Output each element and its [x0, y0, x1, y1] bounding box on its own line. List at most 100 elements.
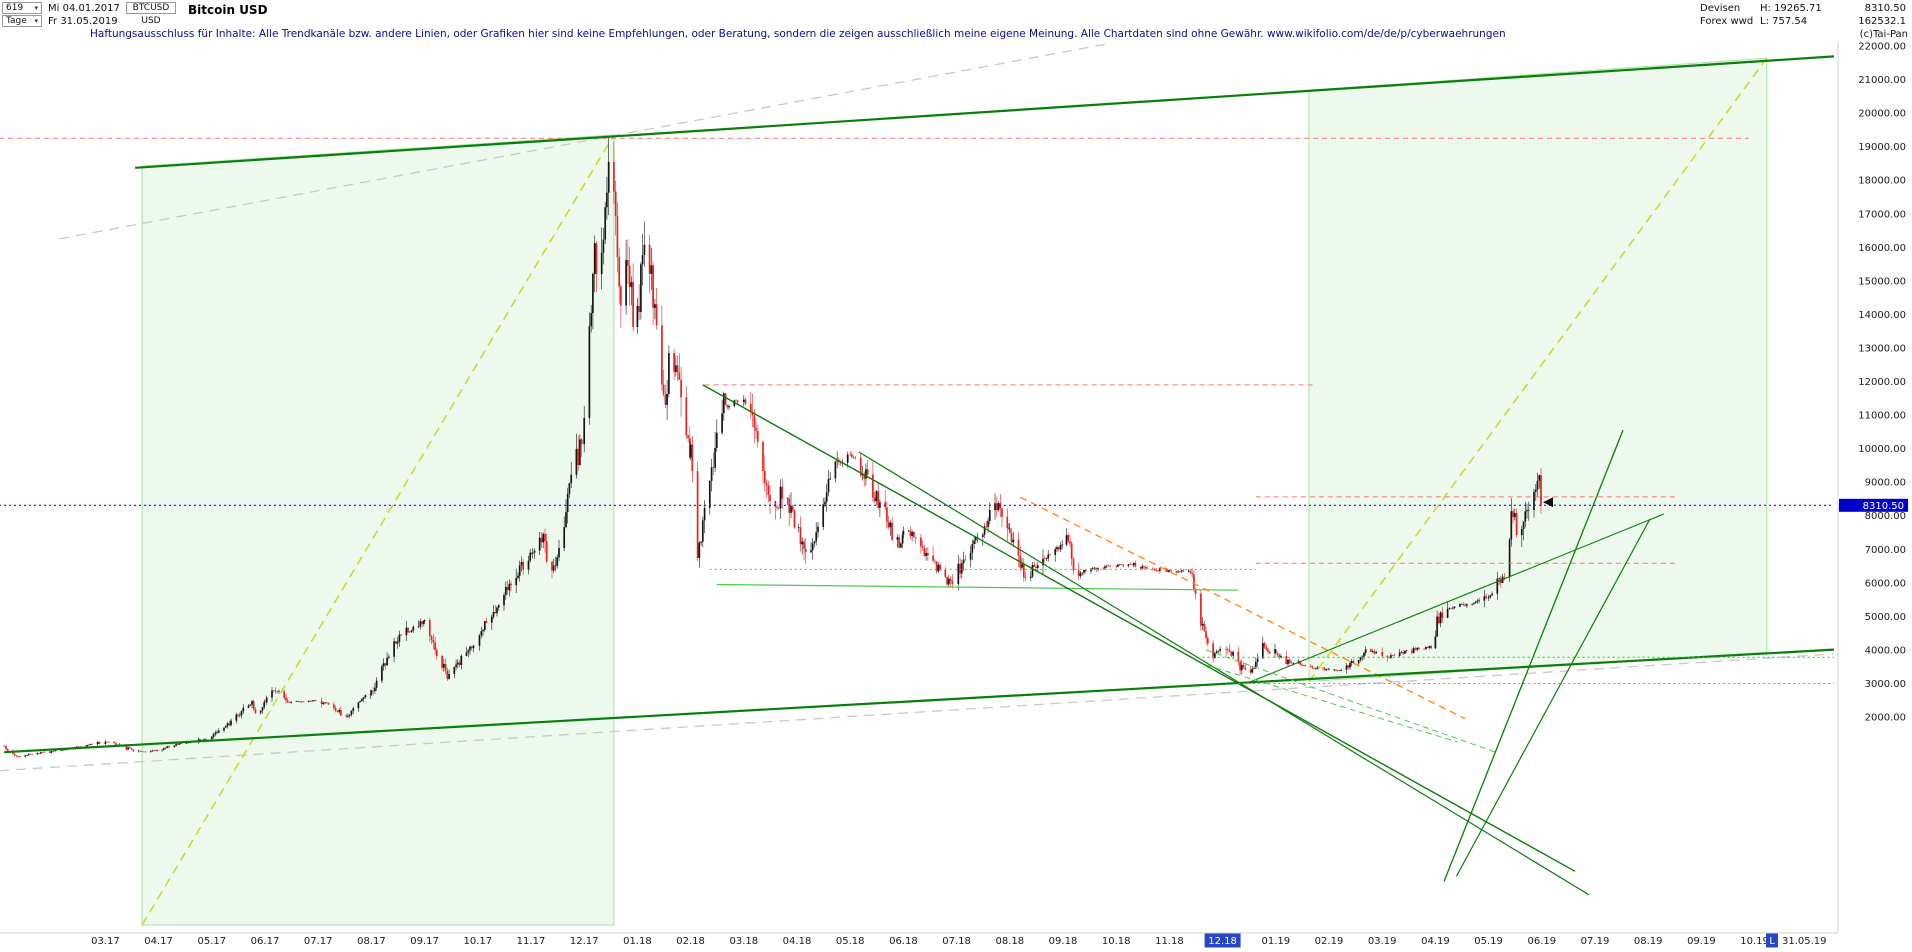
volume-value: 162532.1 [1858, 16, 1906, 27]
svg-text:06.18: 06.18 [889, 936, 918, 947]
svg-text:10.19: 10.19 [1740, 936, 1769, 947]
overlay-rally-diagonal-2019 [1308, 57, 1768, 682]
svg-text:04.18: 04.18 [783, 936, 812, 947]
session-high: H: 19265.71 [1760, 3, 1822, 14]
overlay-uptrend-2019-steep-b [1455, 518, 1651, 877]
price-axis-labels: 22000.00 21000.00 20000.00 19000.00 18000.00… [1839, 42, 1908, 724]
svg-text:22000.00: 22000.00 [1858, 42, 1906, 53]
overlay-gray-trend-upper [59, 43, 1106, 240]
svg-text:17000.00: 17000.00 [1858, 209, 1906, 220]
overlay-downtrend-2018-a [702, 384, 1576, 872]
svg-text:08.19: 08.19 [1634, 936, 1663, 947]
svg-text:10.17: 10.17 [463, 936, 492, 947]
date-from: Mi 04.01.2017 [48, 3, 120, 14]
svg-text:21000.00: 21000.00 [1858, 75, 1906, 86]
highlighted-month-label: 12.18 [1204, 933, 1241, 948]
symbol-box[interactable]: BTCUSD [126, 2, 176, 14]
overlay-falling-wedge-upper [1205, 649, 1496, 753]
overlay-major-channel-top [135, 55, 1835, 169]
svg-text:4000.00: 4000.00 [1865, 645, 1906, 656]
svg-text:12.18: 12.18 [1208, 936, 1237, 947]
dropdown-arrow-icon: ▾ [34, 4, 38, 12]
symbol: BTCUSD [132, 3, 170, 13]
last-date-marker: L 31.05.19 [1766, 933, 1827, 948]
svg-text:03.19: 03.19 [1368, 936, 1397, 947]
overlay-uptrend-2019-steep-a [1443, 429, 1624, 882]
svg-text:3000.00: 3000.00 [1865, 679, 1906, 690]
svg-text:19000.00: 19000.00 [1858, 142, 1906, 153]
svg-text:06.17: 06.17 [251, 936, 280, 947]
svg-text:12.17: 12.17 [570, 936, 599, 947]
overlay-uptrend-2019-from-low [1250, 513, 1665, 683]
svg-text:09.18: 09.18 [1049, 936, 1078, 947]
svg-text:01.18: 01.18 [623, 936, 652, 947]
date-to: Fr 31.05.2019 [48, 16, 118, 27]
period-dropdown[interactable]: Tage ▾ [2, 15, 42, 27]
svg-text:03.17: 03.17 [91, 936, 120, 947]
disclaimer-text: Haftungsausschluss für Inhalte: Alle Tre… [90, 28, 1506, 40]
svg-text:02.19: 02.19 [1315, 936, 1344, 947]
candles [3, 137, 1542, 758]
svg-text:13000.00: 13000.00 [1858, 344, 1906, 355]
svg-text:01.19: 01.19 [1261, 936, 1290, 947]
svg-text:31.05.19: 31.05.19 [1782, 936, 1827, 947]
period-label: Tage [6, 16, 27, 26]
last-price-axis-label: 8310.50 [1839, 498, 1908, 512]
svg-text:11000.00: 11000.00 [1858, 411, 1906, 422]
svg-text:2000.00: 2000.00 [1865, 713, 1906, 724]
svg-text:9000.00: 9000.00 [1865, 478, 1906, 489]
svg-text:8310.50: 8310.50 [1863, 501, 1904, 512]
symbol-currency: USD [141, 16, 161, 26]
overlay-gray-trend-lower [0, 653, 1835, 772]
session-low: L: 757.54 [1760, 16, 1808, 27]
time-axis-labels: 03.17 04.17 05.17 06.17 07.17 08.17 09.17 10.17… [91, 933, 1827, 948]
overlay-bull-zone-2019 [1308, 57, 1768, 682]
instrument-title: Bitcoin USD [188, 3, 268, 17]
svg-text:10.18: 10.18 [1102, 936, 1131, 947]
svg-text:09.19: 09.19 [1687, 936, 1716, 947]
overlay-last-price-pointer [1543, 497, 1553, 508]
last-price-value: 8310.50 [1864, 3, 1906, 14]
svg-text:10000.00: 10000.00 [1858, 444, 1906, 455]
svg-text:02.18: 02.18 [676, 936, 705, 947]
copyright-label: (c)Tai-Pan [1859, 29, 1908, 40]
feed-label: Forex wwd [1700, 16, 1754, 27]
overlay-layer-back [0, 43, 1835, 926]
svg-text:20000.00: 20000.00 [1858, 109, 1906, 120]
svg-text:11.18: 11.18 [1155, 936, 1184, 947]
dropdown-arrow-icon: ▾ [34, 17, 38, 25]
bars-count-dropdown[interactable]: 619 ▾ [2, 2, 42, 14]
svg-text:04.17: 04.17 [144, 936, 173, 947]
svg-text:11.17: 11.17 [517, 936, 546, 947]
svg-text:08.17: 08.17 [357, 936, 386, 947]
svg-text:L: L [1769, 936, 1775, 947]
svg-text:6000.00: 6000.00 [1865, 578, 1906, 589]
market-label: Devisen [1700, 3, 1741, 14]
svg-text:05.17: 05.17 [197, 936, 226, 947]
svg-text:07.19: 07.19 [1581, 936, 1610, 947]
svg-text:06.19: 06.19 [1527, 936, 1556, 947]
svg-text:07.17: 07.17 [304, 936, 333, 947]
overlay-falling-wedge-lower [1205, 664, 1459, 743]
svg-text:09.17: 09.17 [410, 936, 439, 947]
svg-text:08.18: 08.18 [995, 936, 1024, 947]
svg-text:14000.00: 14000.00 [1858, 310, 1906, 321]
svg-text:8000.00: 8000.00 [1865, 511, 1906, 522]
svg-text:5000.00: 5000.00 [1865, 612, 1906, 623]
svg-text:05.19: 05.19 [1474, 936, 1503, 947]
bars-count: 619 [6, 3, 24, 13]
overlay-layer-front [0, 55, 1835, 896]
svg-text:12000.00: 12000.00 [1858, 377, 1906, 388]
svg-text:07.18: 07.18 [942, 936, 971, 947]
svg-text:16000.00: 16000.00 [1858, 243, 1906, 254]
overlay-support-2018-floor [716, 583, 1239, 591]
svg-text:03.18: 03.18 [729, 936, 758, 947]
svg-text:04.19: 04.19 [1421, 936, 1450, 947]
svg-text:15000.00: 15000.00 [1858, 276, 1906, 287]
svg-text:7000.00: 7000.00 [1865, 545, 1906, 556]
overlay-rally-diagonal-2017 [141, 134, 615, 926]
svg-text:18000.00: 18000.00 [1858, 176, 1906, 187]
overlay-orange-downtrend [1019, 496, 1466, 720]
